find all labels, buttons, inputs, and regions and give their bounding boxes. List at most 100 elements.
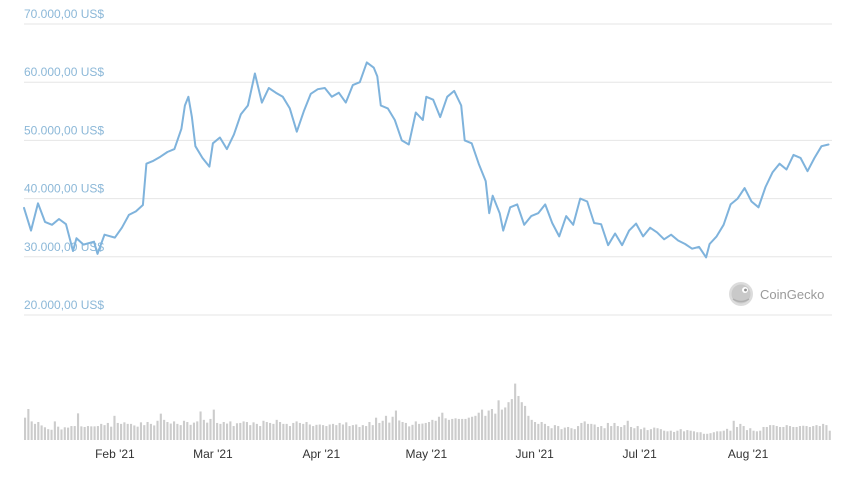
volume-bar bbox=[163, 419, 166, 440]
volume-bar bbox=[378, 422, 381, 440]
volume-bar bbox=[646, 430, 649, 440]
x-tick-label: Jul '21 bbox=[622, 447, 657, 461]
volume-bar bbox=[404, 422, 407, 440]
volume-bar bbox=[335, 425, 338, 440]
x-tick-label: Apr '21 bbox=[302, 447, 340, 461]
volume-bar bbox=[742, 426, 745, 440]
watermark-label: CoinGecko bbox=[760, 287, 824, 302]
volume-bar bbox=[156, 420, 159, 440]
volume-bar bbox=[328, 424, 331, 440]
volume-bar bbox=[375, 417, 378, 440]
volume-bar bbox=[716, 431, 719, 440]
volume-bar bbox=[96, 426, 99, 440]
volume-bar bbox=[471, 416, 474, 440]
volume-bar bbox=[209, 418, 212, 440]
volume-bar bbox=[63, 427, 66, 440]
volume-bar bbox=[355, 424, 358, 440]
volume-bar bbox=[626, 420, 629, 440]
volume-bar bbox=[202, 419, 205, 440]
volume-bar bbox=[729, 430, 732, 440]
volume-bar bbox=[73, 426, 76, 440]
volume-bar bbox=[769, 425, 772, 440]
price-line bbox=[23, 61, 830, 259]
volume-bar bbox=[828, 430, 831, 440]
volume-bar bbox=[146, 422, 149, 440]
volume-bar bbox=[318, 424, 321, 440]
x-tick-label: Jun '21 bbox=[516, 447, 555, 461]
volume-bar bbox=[431, 419, 434, 440]
volume-bar bbox=[474, 415, 477, 440]
y-tick-label: 40.000,00 US$ bbox=[24, 182, 104, 196]
volume-bar bbox=[653, 427, 656, 440]
volume-bar bbox=[182, 420, 186, 440]
volume-bar bbox=[278, 422, 282, 440]
volume-bar bbox=[480, 409, 484, 440]
x-tick-label: Feb '21 bbox=[95, 447, 135, 461]
volume-bar bbox=[50, 429, 53, 440]
volume-bar bbox=[139, 422, 143, 440]
volume-bar bbox=[461, 418, 464, 440]
volume-bar bbox=[454, 418, 457, 440]
volume-bar bbox=[173, 421, 176, 440]
volume-bar bbox=[699, 432, 702, 440]
volume-bar bbox=[235, 423, 239, 440]
volume-bar bbox=[345, 422, 348, 440]
y-tick-label: 50.000,00 US$ bbox=[24, 123, 104, 137]
volume-bar bbox=[636, 426, 639, 440]
volume-bar bbox=[543, 423, 547, 440]
volume-bar bbox=[67, 427, 70, 440]
volume-bar bbox=[93, 426, 96, 440]
volume-bar bbox=[540, 422, 543, 440]
volume-bar bbox=[381, 420, 384, 440]
volume-bar bbox=[143, 425, 146, 440]
volume-bar bbox=[414, 421, 417, 440]
volume-bar bbox=[623, 425, 626, 440]
volume-bar bbox=[808, 426, 811, 440]
volume-bar bbox=[259, 426, 262, 440]
x-axis-labels: Feb '21 Mar '21 Apr '21 May '21 Jun '21 Jul '… bbox=[95, 447, 769, 461]
volume-bar bbox=[288, 426, 292, 440]
volume-bar bbox=[199, 411, 202, 440]
volume-bar bbox=[57, 426, 60, 440]
volume-bar bbox=[275, 419, 278, 440]
volume-bar bbox=[192, 422, 195, 440]
volume-bar bbox=[663, 430, 666, 440]
volume-bar bbox=[822, 423, 825, 440]
volume-bar bbox=[649, 429, 652, 440]
volume-bar bbox=[394, 410, 397, 440]
volume-bar bbox=[745, 430, 749, 440]
volume-bar bbox=[219, 423, 222, 440]
volume-bar bbox=[136, 426, 139, 440]
volume-bar bbox=[765, 426, 768, 440]
coingecko-logo-icon bbox=[729, 282, 753, 306]
volume-bar bbox=[520, 402, 523, 440]
volume-bar bbox=[547, 426, 550, 440]
volume-bar bbox=[620, 426, 623, 440]
volume-bar bbox=[133, 425, 136, 440]
volume-bar bbox=[739, 423, 742, 440]
volume-bar bbox=[159, 413, 162, 440]
volume-bar bbox=[527, 415, 530, 440]
volume-bar bbox=[411, 424, 414, 440]
volume-bar bbox=[47, 429, 50, 440]
volume-bar bbox=[384, 415, 388, 440]
volume-bar bbox=[825, 425, 828, 440]
volume-bar bbox=[603, 428, 606, 440]
grid bbox=[24, 23, 832, 316]
volume-bar bbox=[120, 423, 123, 440]
volume-bar bbox=[206, 422, 209, 440]
volume-bar bbox=[113, 415, 116, 440]
volume-bar bbox=[43, 427, 46, 440]
volume-bar bbox=[262, 420, 265, 440]
volume-bar bbox=[692, 431, 696, 440]
volume-bar bbox=[494, 413, 497, 440]
volume-bar bbox=[239, 422, 242, 440]
volume-bar bbox=[553, 425, 556, 440]
volume-bar bbox=[189, 424, 192, 440]
volume-bar bbox=[100, 423, 103, 440]
volume-bar bbox=[785, 425, 788, 440]
volume-bar bbox=[530, 419, 533, 440]
volume-bar bbox=[129, 423, 133, 440]
